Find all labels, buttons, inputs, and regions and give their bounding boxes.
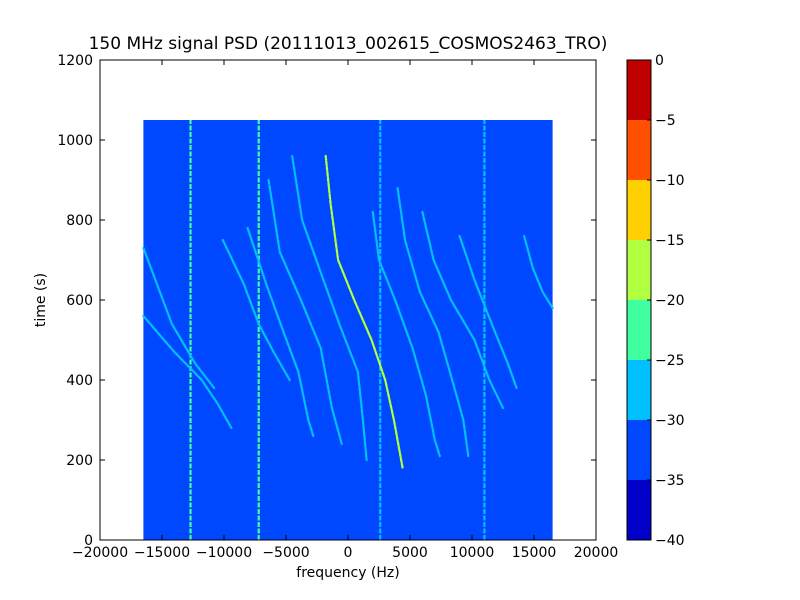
doppler-trace-7 [324, 154, 404, 470]
colorbar-tick-label: −20 [655, 293, 685, 309]
colorbar-segment [627, 240, 651, 300]
colorbar-tick-label: −5 [655, 113, 676, 129]
colorbar-tick-label: −30 [655, 413, 685, 429]
y-tick-label: 1000 [57, 133, 93, 149]
x-axis: −20000 −15000 −10000 −5000 0 5000 10000 15000 20… [72, 60, 618, 561]
y-axis: 0 200 400 600 800 1000 1200 [57, 53, 596, 549]
colorbar-tick-label: 0 [655, 53, 664, 69]
x-tick-label: −20000 [72, 545, 128, 561]
colorbar-segment [627, 300, 651, 360]
y-axis-label: time (s) [33, 273, 49, 327]
x-tick-label: 0 [344, 545, 353, 561]
x-tick-label: −5000 [262, 545, 309, 561]
colorbar-segment [627, 60, 651, 120]
plot-area [99, 59, 597, 541]
x-tick-label: 20000 [574, 545, 619, 561]
doppler-trace-5 [267, 178, 343, 446]
colorbar-tick-label: −35 [655, 473, 685, 489]
doppler-trace-4 [246, 226, 315, 438]
colorbar-segment [627, 180, 651, 240]
x-tick-label: 10000 [450, 545, 495, 561]
x-tick-label: 5000 [392, 545, 428, 561]
doppler-trace-9 [396, 186, 470, 458]
colorbar-tick-label: −15 [655, 233, 685, 249]
colorbar-segment [627, 120, 651, 180]
x-axis-label: frequency (Hz) [296, 565, 399, 581]
y-tick-label: 400 [66, 373, 93, 389]
y-tick-label: 200 [66, 453, 93, 469]
colorbar: −40 −35 −30 −25 −20 −15 −10 −5 0 [626, 53, 685, 549]
colorbar-tick-label: −10 [655, 173, 685, 189]
chart-title: 150 MHz signal PSD (20111013_002615_COSM… [89, 34, 608, 54]
colorbar-segment [627, 480, 651, 540]
colorbar-segment [627, 360, 651, 420]
x-tick-label: −15000 [134, 545, 190, 561]
colorbar-segment [627, 420, 651, 480]
colorbar-tick-label: −40 [655, 533, 685, 549]
y-tick-label: 600 [66, 293, 93, 309]
spectrogram-region [143, 120, 553, 540]
x-tick-label: 15000 [512, 545, 557, 561]
colorbar-tick-label: −25 [655, 353, 685, 369]
y-tick-label: 0 [84, 533, 93, 549]
doppler-trace-12 [522, 234, 554, 310]
doppler-trace-3 [221, 238, 291, 382]
doppler-trace-1 [142, 246, 216, 390]
doppler-trace-11 [458, 234, 518, 390]
y-tick-label: 1200 [57, 53, 93, 69]
doppler-trace-2 [142, 314, 233, 430]
y-tick-label: 800 [66, 213, 93, 229]
doppler-trace-6 [291, 154, 368, 462]
x-tick-label: −10000 [196, 545, 252, 561]
doppler-trace-10 [421, 210, 505, 410]
doppler-trace-8 [371, 210, 441, 458]
